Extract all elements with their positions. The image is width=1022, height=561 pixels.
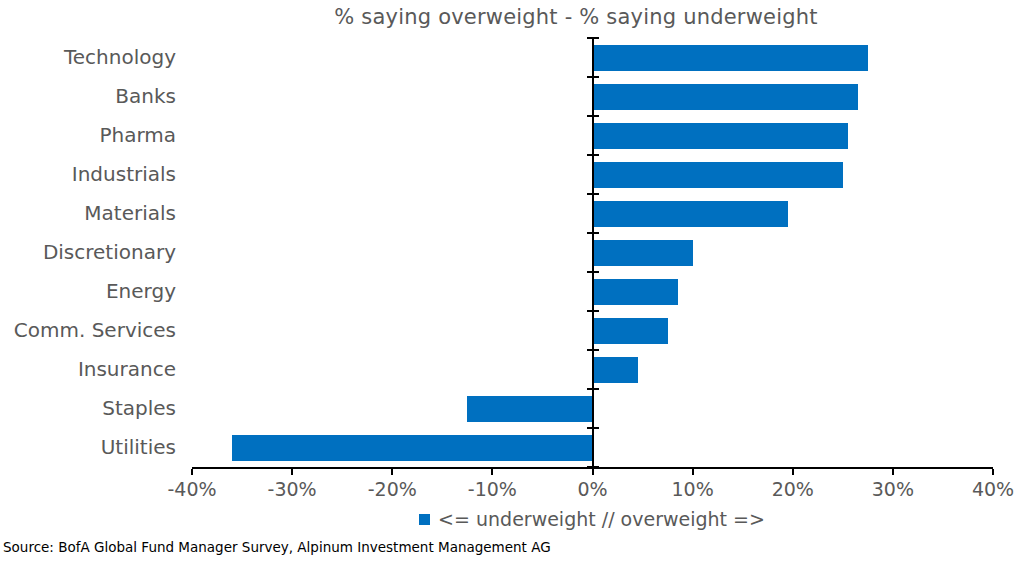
- x-axis-tick-label: 40%: [948, 478, 1022, 500]
- zero-axis-tick: [587, 271, 599, 273]
- zero-axis-tick: [587, 76, 599, 78]
- bar-materials: [593, 201, 788, 227]
- category-axis-labels: TechnologyBanksPharmaIndustrialsMaterial…: [0, 38, 176, 467]
- x-axis-tick: [191, 469, 193, 475]
- category-label: Utilities: [0, 428, 176, 467]
- zero-axis-tick: [587, 193, 599, 195]
- category-label: Comm. Services: [0, 311, 176, 350]
- zero-axis-tick: [587, 349, 599, 351]
- x-axis-tick-label: 20%: [748, 478, 838, 500]
- zero-axis-tick: [587, 310, 599, 312]
- category-label: Technology: [0, 38, 176, 77]
- chart-title: % saying overweight - % saying underweig…: [176, 5, 976, 29]
- bar-insurance: [593, 357, 638, 383]
- legend: <= underweight // overweight =>: [192, 508, 992, 530]
- category-label: Energy: [0, 272, 176, 311]
- x-axis-tick-label: 30%: [848, 478, 938, 500]
- category-label: Materials: [0, 194, 176, 233]
- legend-label: <= underweight // overweight =>: [438, 508, 765, 530]
- x-axis-tick: [992, 469, 994, 475]
- x-axis-tick-label: -20%: [347, 478, 437, 500]
- zero-axis-tick: [587, 466, 599, 468]
- fund-manager-positioning-chart: % saying overweight - % saying underweig…: [0, 0, 1022, 561]
- zero-axis-tick: [587, 115, 599, 117]
- x-axis-tick: [291, 469, 293, 475]
- category-label: Insurance: [0, 350, 176, 389]
- legend-swatch-icon: [419, 514, 430, 525]
- bar-pharma: [593, 123, 848, 149]
- bar-comm-services: [593, 318, 668, 344]
- zero-axis-tick: [587, 154, 599, 156]
- category-label: Banks: [0, 77, 176, 116]
- bar-banks: [593, 84, 858, 110]
- category-label: Discretionary: [0, 233, 176, 272]
- zero-axis-tick: [587, 37, 599, 39]
- category-label: Industrials: [0, 155, 176, 194]
- x-axis-tick-label: 10%: [648, 478, 738, 500]
- zero-axis-tick: [587, 427, 599, 429]
- source-text: Source: BofA Global Fund Manager Survey,…: [3, 539, 551, 555]
- bar-industrials: [593, 162, 843, 188]
- bar-discretionary: [593, 240, 693, 266]
- bar-staples: [467, 396, 592, 422]
- bar-utilities: [232, 435, 592, 461]
- bar-energy: [593, 279, 678, 305]
- zero-axis-tick: [587, 388, 599, 390]
- category-label: Staples: [0, 389, 176, 428]
- zero-axis-tick: [587, 232, 599, 234]
- zero-axis-line: [592, 38, 594, 475]
- bar-technology: [593, 45, 868, 71]
- x-axis-tick: [792, 469, 794, 475]
- x-axis-tick: [491, 469, 493, 475]
- plot-area: [192, 38, 993, 467]
- x-axis-tick-label: -30%: [247, 478, 337, 500]
- x-axis-tick: [692, 469, 694, 475]
- x-axis-tick: [892, 469, 894, 475]
- x-axis-tick-label: 0%: [548, 478, 638, 500]
- x-axis-tick-label: -10%: [447, 478, 537, 500]
- x-axis-tick-label: -40%: [147, 478, 237, 500]
- x-axis-tick: [391, 469, 393, 475]
- category-label: Pharma: [0, 116, 176, 155]
